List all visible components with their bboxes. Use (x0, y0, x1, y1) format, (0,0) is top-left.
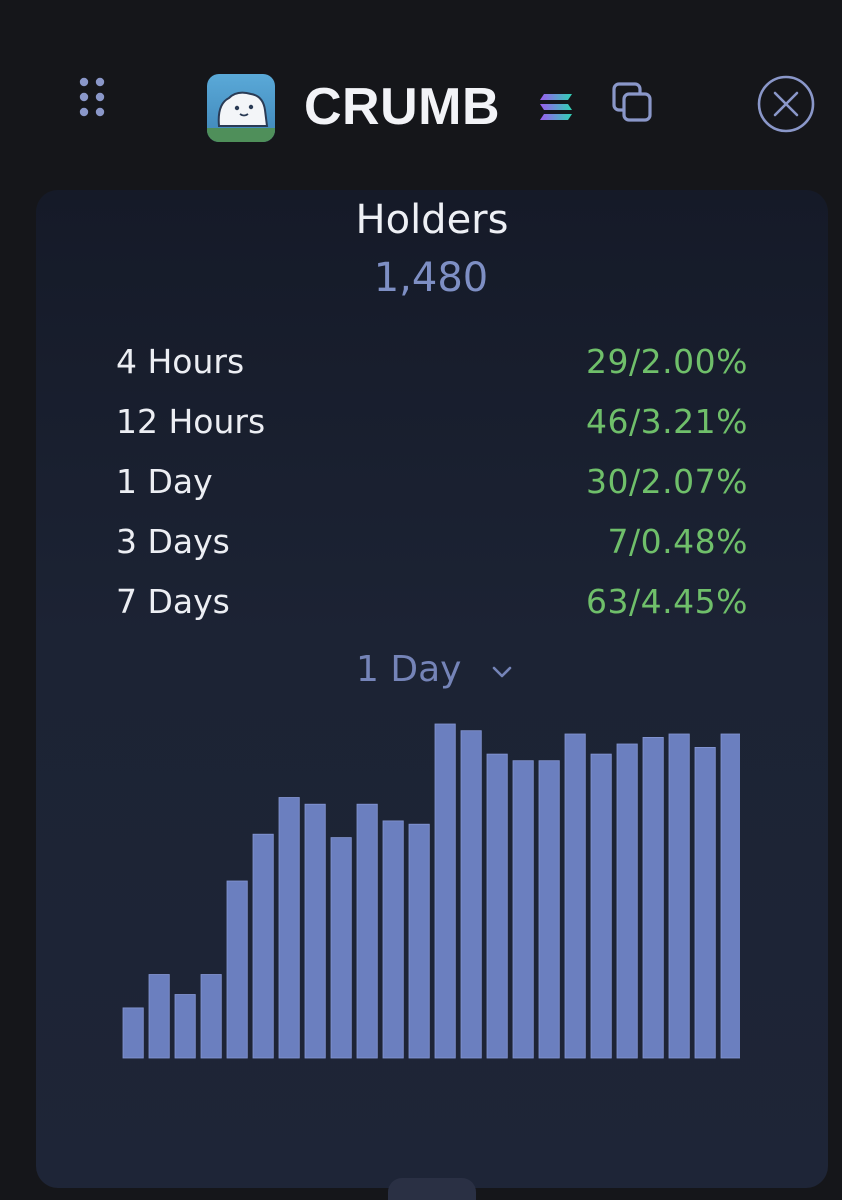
chart-bar-17 (564, 733, 586, 1059)
stat-row-3-days: 3 Days 7/0.48% (116, 516, 748, 576)
chart-bar-2 (174, 994, 196, 1059)
chart-bar-9 (356, 803, 378, 1059)
chart-bar-4 (226, 880, 248, 1059)
chart-bar-19 (616, 743, 638, 1059)
holders-count: 1,480 (373, 255, 489, 301)
stat-row-7-days: 7 Days 63/4.45% (116, 576, 748, 636)
stat-row-12-hours: 12 Hours 46/3.21% (116, 396, 748, 456)
period-selected-label: 1 Day (356, 649, 462, 690)
widget-header: CRUMB (0, 0, 842, 190)
chart-bar-10 (382, 820, 404, 1059)
stat-label: 7 Days (116, 582, 230, 621)
stat-value: 30/2.07% (586, 462, 748, 501)
chart-bar-22 (694, 746, 716, 1059)
chart-bar-23 (720, 733, 742, 1059)
chart-bar-13 (460, 730, 482, 1059)
solana-chain-icon (538, 92, 574, 122)
holder-change-list: 4 Hours 29/2.00% 12 Hours 46/3.21% 1 Day… (116, 336, 748, 636)
stat-row-4-hours: 4 Hours 29/2.00% (116, 336, 748, 396)
chart-bar-18 (590, 753, 612, 1059)
chart-bar-6 (278, 797, 300, 1059)
stat-label: 1 Day (116, 462, 213, 501)
holders-bar-chart (116, 718, 742, 1062)
token-logo (207, 74, 275, 142)
chart-bar-20 (642, 736, 664, 1059)
chart-bar-16 (538, 760, 560, 1059)
chart-bar-0 (122, 1007, 144, 1059)
stat-value: 63/4.45% (586, 582, 748, 621)
stat-value: 7/0.48% (607, 522, 748, 561)
chart-bar-11 (408, 823, 430, 1059)
chevron-down-icon (491, 642, 513, 694)
chart-bar-1 (148, 974, 170, 1059)
stat-label: 12 Hours (116, 402, 266, 441)
copy-icon[interactable] (610, 80, 656, 126)
chart-bar-5 (252, 833, 274, 1059)
stat-row-1-day: 1 Day 30/2.07% (116, 456, 748, 516)
bar-chart-svg (122, 723, 742, 1059)
period-dropdown[interactable]: 1 Day (356, 644, 513, 696)
token-name: CRUMB (304, 78, 501, 136)
chart-bar-21 (668, 733, 690, 1059)
chart-bar-3 (200, 974, 222, 1059)
expand-handle[interactable] (388, 1178, 476, 1200)
chart-bar-7 (304, 803, 326, 1059)
chart-bar-12 (434, 723, 456, 1059)
chart-bar-14 (486, 753, 508, 1059)
stat-value: 29/2.00% (586, 342, 748, 381)
stat-value: 46/3.21% (586, 402, 748, 441)
stat-label: 4 Hours (116, 342, 245, 381)
drag-handle-icon[interactable] (78, 76, 108, 122)
chart-bar-8 (330, 837, 352, 1059)
stat-label: 3 Days (116, 522, 230, 561)
holders-title: Holders (355, 197, 509, 243)
close-icon[interactable] (756, 74, 816, 134)
chart-bar-15 (512, 760, 534, 1059)
